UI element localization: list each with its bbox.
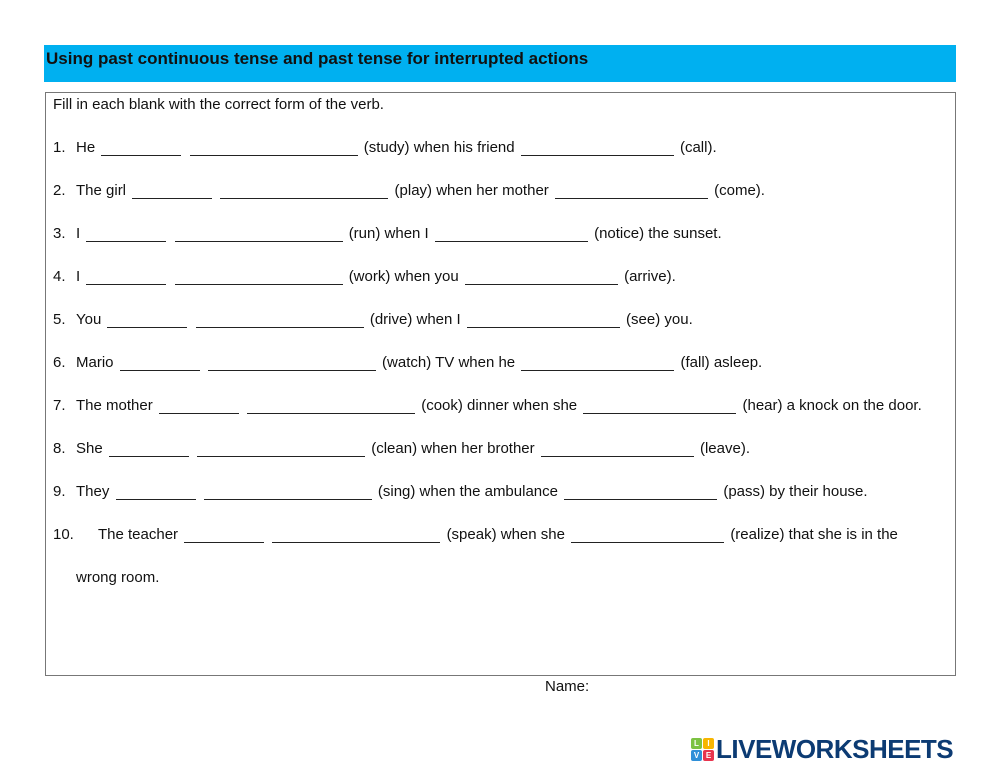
name-label: Name: — [545, 678, 590, 695]
question-number: 3. — [53, 225, 66, 242]
question-text: (fall) asleep. — [680, 354, 763, 371]
answer-blank-past[interactable] — [466, 312, 620, 328]
logo-tile: V — [691, 749, 702, 761]
answer-blank-past[interactable] — [554, 183, 708, 199]
question-list: 1. He (study) when his friend (call). 2. T… — [53, 126, 938, 599]
answer-blank-past[interactable] — [540, 441, 694, 457]
question-text: I — [76, 225, 81, 242]
answer-blank-aux[interactable] — [108, 441, 189, 457]
question-number: 7. — [53, 397, 66, 414]
answer-blank-main[interactable] — [272, 527, 441, 543]
logo-text: LIVEWORKSHEETS — [716, 734, 954, 764]
question-item: 5. You (drive) when I (see) you. — [53, 298, 938, 341]
answer-blank-aux[interactable] — [86, 269, 167, 285]
question-item: 7. The mother (cook) dinner when she (hea… — [53, 384, 938, 427]
question-text: (play) when her mother — [394, 182, 549, 199]
answer-blank-past[interactable] — [571, 527, 725, 543]
answer-blank-main[interactable] — [189, 140, 358, 156]
answer-blank-past[interactable] — [564, 484, 718, 500]
question-item: 3. I (run) when I (notice) the sunset. — [53, 212, 938, 255]
answer-blank-aux[interactable] — [132, 183, 213, 199]
question-text: (clean) when her brother — [371, 440, 535, 457]
answer-blank-past[interactable] — [464, 269, 618, 285]
question-item: 4. I (work) when you (arrive). — [53, 255, 938, 298]
answer-blank-aux[interactable] — [119, 355, 200, 371]
answer-blank-main[interactable] — [207, 355, 376, 371]
answer-blank-past[interactable] — [521, 355, 675, 371]
answer-blank-main[interactable] — [197, 441, 366, 457]
question-text: (see) you. — [626, 311, 693, 328]
question-text: (arrive). — [624, 268, 676, 285]
question-text: The teacher — [98, 526, 179, 543]
question-text: (work) when you — [348, 268, 459, 285]
answer-blank-main[interactable] — [220, 183, 389, 199]
answer-blank-main[interactable] — [174, 269, 343, 285]
question-text: (leave). — [699, 440, 751, 457]
logo-tile: E — [703, 749, 714, 761]
question-text: They — [76, 483, 110, 500]
question-text: (come). — [714, 182, 765, 199]
question-text: (hear) a knock on the door. — [742, 397, 922, 414]
answer-blank-main[interactable] — [247, 398, 416, 414]
question-item: 10. The teacher (speak) when she (realize… — [53, 513, 938, 599]
answer-blank-main[interactable] — [174, 226, 343, 242]
question-text: (speak) when she — [446, 526, 565, 543]
question-text: (study) when his friend — [363, 139, 515, 156]
question-text: She — [76, 440, 103, 457]
worksheet-title: Using past continuous tense and past ten… — [46, 49, 589, 68]
question-item: 6. Mario (watch) TV when he (fall) asleep… — [53, 341, 938, 384]
question-item: 8. She (clean) when her brother (leave). — [53, 427, 938, 470]
answer-blank-past[interactable] — [520, 140, 674, 156]
logo-tile: L — [691, 737, 702, 749]
answer-blank-aux[interactable] — [115, 484, 196, 500]
question-text: The girl — [76, 182, 127, 199]
question-number: 6. — [53, 354, 66, 371]
question-item: 2. The girl (play) when her mother (come)… — [53, 169, 938, 212]
question-text: (cook) dinner when she — [421, 397, 578, 414]
question-text: (run) when I — [348, 225, 429, 242]
question-item: 1. He (study) when his friend (call). — [53, 126, 938, 169]
question-text: (notice) the sunset. — [594, 225, 722, 242]
question-text: He — [76, 139, 96, 156]
question-number: 8. — [53, 440, 66, 457]
question-number: 10. — [53, 526, 74, 543]
answer-blank-past[interactable] — [434, 226, 588, 242]
question-number: 5. — [53, 311, 66, 328]
question-text: (drive) when I — [369, 311, 461, 328]
question-text: (realize) that she is in the wrong room. — [76, 526, 898, 586]
question-text: I — [76, 268, 81, 285]
question-number: 1. — [53, 139, 66, 156]
question-text: (watch) TV when he — [382, 354, 516, 371]
question-item: 9. They (sing) when the ambulance (pass) … — [53, 470, 938, 513]
question-text: You — [76, 311, 102, 328]
answer-blank-aux[interactable] — [101, 140, 182, 156]
question-number: 2. — [53, 182, 66, 199]
answer-blank-main[interactable] — [195, 312, 364, 328]
question-number: 4. — [53, 268, 66, 285]
answer-blank-aux[interactable] — [158, 398, 239, 414]
instruction: Fill in each blank with the correct form… — [53, 96, 384, 113]
logo-tile: I — [703, 737, 714, 749]
answer-blank-aux[interactable] — [107, 312, 188, 328]
title-bar: Using past continuous tense and past ten… — [44, 45, 956, 82]
question-text: (call). — [679, 139, 717, 156]
answer-blank-aux[interactable] — [86, 226, 167, 242]
answer-blank-aux[interactable] — [184, 527, 265, 543]
question-text: Mario — [76, 354, 114, 371]
question-text: (sing) when the ambulance — [377, 483, 558, 500]
question-number: 9. — [53, 483, 66, 500]
exercise-box: Fill in each blank with the correct form… — [45, 92, 956, 676]
question-text: (pass) by their house. — [723, 483, 868, 500]
answer-blank-main[interactable] — [203, 484, 372, 500]
answer-blank-past[interactable] — [583, 398, 737, 414]
question-text: The mother — [76, 397, 153, 414]
